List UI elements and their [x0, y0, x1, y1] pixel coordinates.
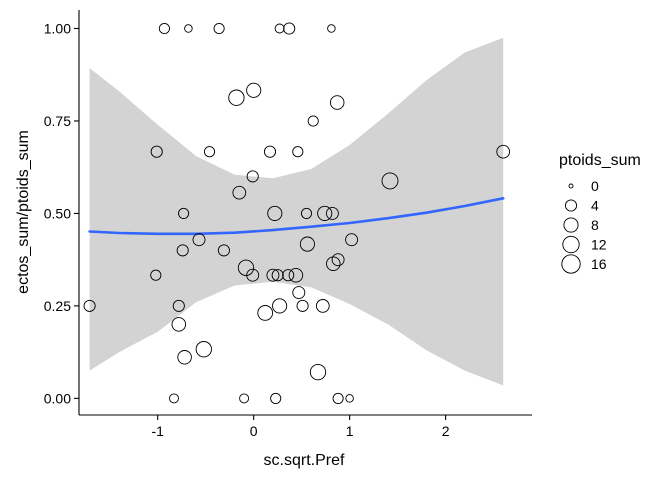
data-point — [292, 146, 304, 158]
x-tick-label: -1 — [151, 423, 164, 439]
data-point — [300, 207, 313, 219]
data-point — [270, 392, 282, 404]
data-point — [345, 394, 354, 403]
legend-size-key — [563, 217, 579, 233]
data-point — [232, 185, 247, 200]
data-point — [172, 299, 185, 312]
data-point — [257, 305, 274, 321]
data-point — [267, 205, 283, 221]
data-point — [213, 22, 225, 35]
data-point — [83, 299, 96, 312]
data-point — [345, 233, 359, 247]
data-point — [325, 206, 339, 220]
legend-items: 0 4 8 12 16 — [561, 178, 607, 274]
y-tick-label: 0.00 — [44, 390, 71, 406]
data-point — [292, 286, 306, 300]
data-point — [177, 350, 192, 365]
data-point — [228, 89, 245, 106]
data-point — [326, 256, 341, 271]
data-point — [296, 299, 309, 312]
data-point — [307, 115, 319, 127]
data-point — [158, 22, 170, 35]
data-point — [176, 244, 189, 257]
x-tick-label: 1 — [346, 423, 354, 439]
data-point — [272, 298, 288, 314]
data-point — [271, 269, 284, 282]
data-point — [184, 24, 193, 33]
legend-size-key — [564, 199, 578, 212]
data-point — [171, 317, 187, 332]
data-point — [329, 95, 345, 110]
legend-label: 8 — [591, 217, 599, 233]
confidence-band-layer — [89, 37, 504, 386]
data-point — [150, 145, 163, 158]
y-tick-label: 0.75 — [44, 113, 71, 129]
x-tick-label: 0 — [250, 423, 258, 439]
data-point — [381, 172, 399, 190]
data-point — [309, 363, 327, 381]
y-tick-label: 0.25 — [44, 298, 71, 314]
data-point — [317, 205, 333, 221]
data-point — [195, 341, 212, 358]
data-point — [288, 267, 304, 283]
legend-title: ptoids_sum — [559, 152, 641, 169]
data-point — [315, 299, 330, 313]
data-point — [274, 23, 285, 34]
axes-layer: -1 0 1 2 0.00 0.25 0.50 0.75 1.00 — [44, 10, 532, 439]
x-axis-title: sc.sqrt.Pref — [264, 452, 345, 469]
data-point — [283, 22, 296, 35]
x-tick-label: 2 — [442, 423, 450, 439]
data-point — [192, 233, 206, 247]
confidence-band — [89, 37, 504, 386]
data-point — [178, 207, 190, 219]
data-point — [263, 145, 277, 158]
data-point — [246, 170, 259, 183]
data-point — [217, 244, 230, 257]
data-points-layer — [83, 22, 511, 404]
data-point — [237, 259, 255, 276]
smooth-fit-line — [88, 197, 505, 236]
y-tick-label: 0.50 — [44, 205, 71, 221]
legend-label: 4 — [591, 198, 599, 214]
data-point — [266, 268, 280, 282]
data-point — [282, 269, 295, 282]
data-point — [246, 268, 260, 282]
legend: ptoids_sum 0 4 8 12 16 — [559, 152, 641, 274]
data-point — [203, 146, 216, 158]
data-point — [169, 393, 179, 404]
y-tick-label: 1.00 — [44, 20, 71, 36]
data-point — [299, 236, 315, 252]
legend-label: 16 — [591, 256, 607, 272]
legend-label: 12 — [591, 237, 607, 253]
data-point — [331, 253, 345, 267]
legend-size-key — [568, 183, 574, 189]
data-point — [332, 392, 344, 404]
data-point — [150, 269, 162, 281]
legend-size-key — [561, 254, 581, 274]
data-point — [239, 393, 250, 404]
y-axis-title: ectos_sum/ptoids_sum — [15, 130, 32, 294]
data-point — [246, 82, 262, 98]
smooth-line-layer — [88, 197, 505, 236]
legend-label: 0 — [591, 178, 599, 194]
data-point — [496, 144, 511, 159]
data-point — [327, 24, 336, 33]
legend-size-key — [562, 235, 580, 254]
